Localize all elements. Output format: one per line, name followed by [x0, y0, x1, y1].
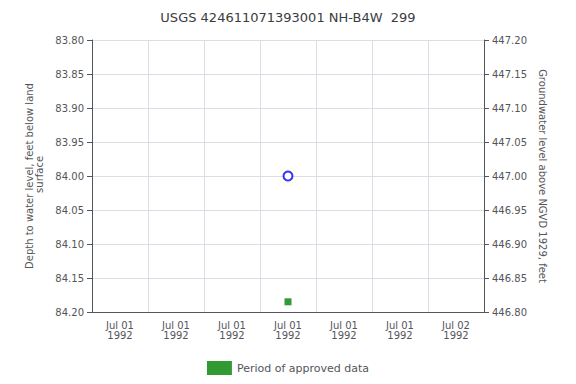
svg-text:1992: 1992: [331, 330, 356, 341]
svg-text:446.85: 446.85: [492, 273, 527, 284]
svg-text:Jul 01: Jul 01: [162, 319, 190, 331]
svg-text:1992: 1992: [107, 330, 132, 341]
svg-text:Jul 01: Jul 01: [106, 319, 134, 331]
svg-text:84.10: 84.10: [55, 239, 84, 250]
svg-text:83.90: 83.90: [55, 103, 84, 114]
svg-text:84.00: 84.00: [55, 171, 84, 182]
svg-text:447.15: 447.15: [492, 69, 527, 80]
svg-text:Jul 01: Jul 01: [386, 319, 414, 331]
svg-text:446.95: 446.95: [492, 205, 527, 216]
svg-text:Depth to water level, feet bel: Depth to water level, feet below land: [23, 83, 35, 269]
svg-text:Jul 02: Jul 02: [442, 319, 470, 331]
svg-text:USGS 424611071393001 NH-B4W 2: USGS 424611071393001 NH-B4W 299: [160, 10, 415, 25]
svg-text:83.85: 83.85: [55, 69, 84, 80]
svg-text:84.05: 84.05: [55, 205, 84, 216]
svg-text:446.80: 446.80: [492, 307, 527, 318]
svg-text:1992: 1992: [387, 330, 412, 341]
svg-text:83.80: 83.80: [55, 35, 84, 46]
svg-text:Jul 01: Jul 01: [330, 319, 358, 331]
svg-text:447.05: 447.05: [492, 137, 527, 148]
svg-text:446.90: 446.90: [492, 239, 527, 250]
svg-text:83.95: 83.95: [55, 137, 84, 148]
svg-text:Period of approved data: Period of approved data: [237, 362, 369, 375]
svg-text:1992: 1992: [443, 330, 468, 341]
svg-text:84.20: 84.20: [55, 307, 84, 318]
svg-text:1992: 1992: [219, 330, 244, 341]
svg-text:surface: surface: [34, 156, 45, 196]
svg-text:447.00: 447.00: [492, 171, 527, 182]
svg-text:447.20: 447.20: [492, 35, 527, 46]
svg-text:447.10: 447.10: [492, 103, 527, 114]
svg-text:84.15: 84.15: [55, 273, 84, 284]
svg-text:Jul 01: Jul 01: [218, 319, 246, 331]
svg-text:1992: 1992: [275, 330, 300, 341]
svg-text:Jul 01: Jul 01: [274, 319, 302, 331]
svg-text:Groundwater level above NGVD 1: Groundwater level above NGVD 1929, feet: [537, 69, 548, 283]
svg-text:1992: 1992: [163, 330, 188, 341]
